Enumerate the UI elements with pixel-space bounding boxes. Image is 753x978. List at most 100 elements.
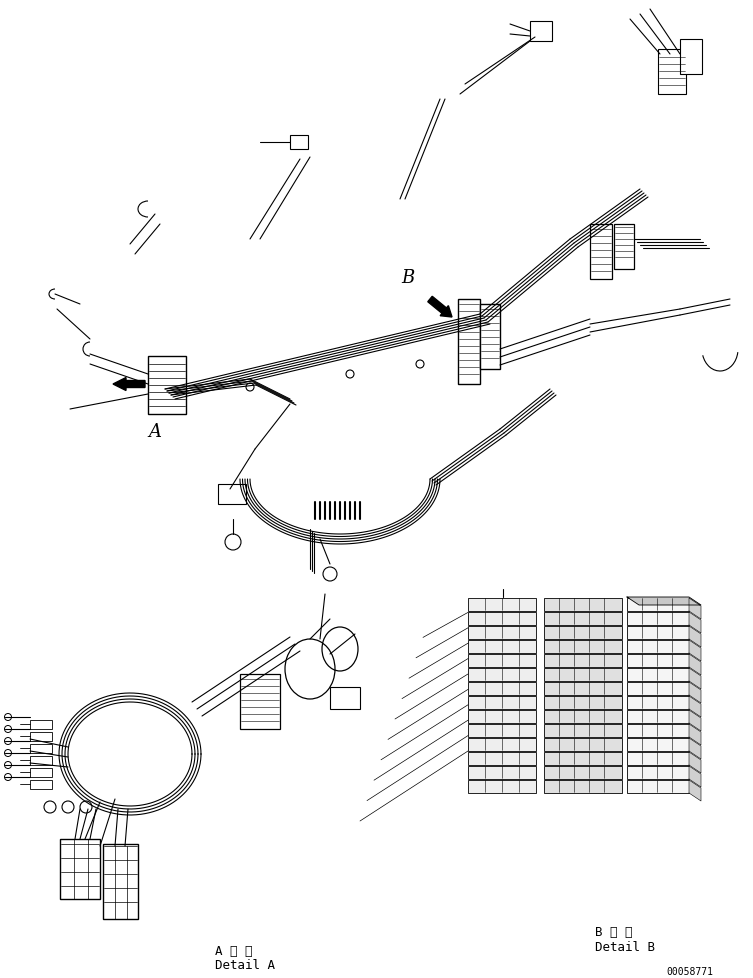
Bar <box>544 626 622 640</box>
Text: Detail B: Detail B <box>595 941 655 954</box>
FancyArrow shape <box>428 297 452 318</box>
Bar <box>658 50 686 95</box>
Bar <box>544 683 622 695</box>
Bar <box>627 766 689 779</box>
Bar <box>30 768 52 778</box>
Text: B: B <box>401 269 415 287</box>
Bar <box>627 683 689 695</box>
Polygon shape <box>689 752 701 774</box>
Bar <box>544 696 622 709</box>
Polygon shape <box>627 598 701 605</box>
Bar <box>544 599 622 611</box>
Bar <box>468 752 536 765</box>
Bar <box>468 780 536 793</box>
Bar <box>30 756 52 765</box>
Bar <box>30 733 52 741</box>
Polygon shape <box>689 599 701 619</box>
Polygon shape <box>689 738 701 759</box>
Bar <box>544 612 622 625</box>
Bar <box>468 654 536 667</box>
Bar <box>468 599 536 611</box>
Text: A 詳 細: A 詳 細 <box>215 945 252 957</box>
Polygon shape <box>689 725 701 745</box>
Bar <box>468 668 536 682</box>
Bar <box>468 626 536 640</box>
Bar <box>148 357 186 415</box>
Bar <box>468 710 536 724</box>
Bar <box>218 484 246 505</box>
Bar <box>590 225 612 280</box>
Circle shape <box>225 534 241 551</box>
Bar <box>544 738 622 751</box>
Bar <box>627 752 689 765</box>
Polygon shape <box>689 654 701 676</box>
Circle shape <box>346 371 354 378</box>
Bar <box>544 710 622 724</box>
Polygon shape <box>689 668 701 689</box>
Circle shape <box>44 801 56 813</box>
Bar <box>468 738 536 751</box>
Polygon shape <box>689 626 701 647</box>
Text: B 詳 細: B 詳 細 <box>595 925 633 939</box>
Bar <box>30 744 52 753</box>
Bar <box>468 696 536 709</box>
Bar <box>240 674 280 730</box>
Circle shape <box>5 714 11 721</box>
Bar <box>544 752 622 765</box>
Polygon shape <box>689 612 701 634</box>
Bar <box>544 668 622 682</box>
Circle shape <box>5 774 11 780</box>
Bar <box>468 766 536 779</box>
Bar <box>614 225 634 270</box>
Bar <box>30 720 52 730</box>
Polygon shape <box>689 766 701 787</box>
Bar <box>544 780 622 793</box>
Circle shape <box>62 801 74 813</box>
Text: A: A <box>148 422 161 440</box>
Bar <box>468 725 536 737</box>
Polygon shape <box>689 641 701 661</box>
Polygon shape <box>689 710 701 732</box>
Bar <box>627 626 689 640</box>
Bar <box>627 641 689 653</box>
Bar <box>544 766 622 779</box>
Bar <box>458 299 480 384</box>
Bar <box>468 612 536 625</box>
Circle shape <box>5 737 11 744</box>
Text: Detail A: Detail A <box>215 958 275 971</box>
Bar <box>627 668 689 682</box>
Bar <box>468 641 536 653</box>
Bar <box>30 780 52 789</box>
Bar <box>480 305 500 370</box>
Bar <box>627 780 689 793</box>
Polygon shape <box>689 780 701 801</box>
Circle shape <box>416 361 424 369</box>
Bar <box>530 22 552 42</box>
Bar <box>330 688 360 709</box>
Circle shape <box>80 801 92 813</box>
FancyArrow shape <box>113 378 145 391</box>
Bar <box>60 839 100 899</box>
Polygon shape <box>689 696 701 717</box>
Text: 00058771: 00058771 <box>666 966 714 976</box>
Bar <box>103 844 138 919</box>
Bar <box>627 710 689 724</box>
Bar <box>544 654 622 667</box>
Bar <box>627 612 689 625</box>
Bar <box>627 599 689 611</box>
Bar <box>627 738 689 751</box>
Bar <box>544 641 622 653</box>
Bar <box>627 654 689 667</box>
Circle shape <box>5 762 11 769</box>
Circle shape <box>323 567 337 581</box>
Bar <box>627 696 689 709</box>
Bar <box>627 725 689 737</box>
Circle shape <box>5 726 11 733</box>
Circle shape <box>246 383 254 391</box>
Polygon shape <box>689 683 701 703</box>
Bar <box>290 136 308 150</box>
Circle shape <box>5 750 11 757</box>
Bar <box>680 40 702 75</box>
Bar <box>544 725 622 737</box>
Bar <box>468 683 536 695</box>
